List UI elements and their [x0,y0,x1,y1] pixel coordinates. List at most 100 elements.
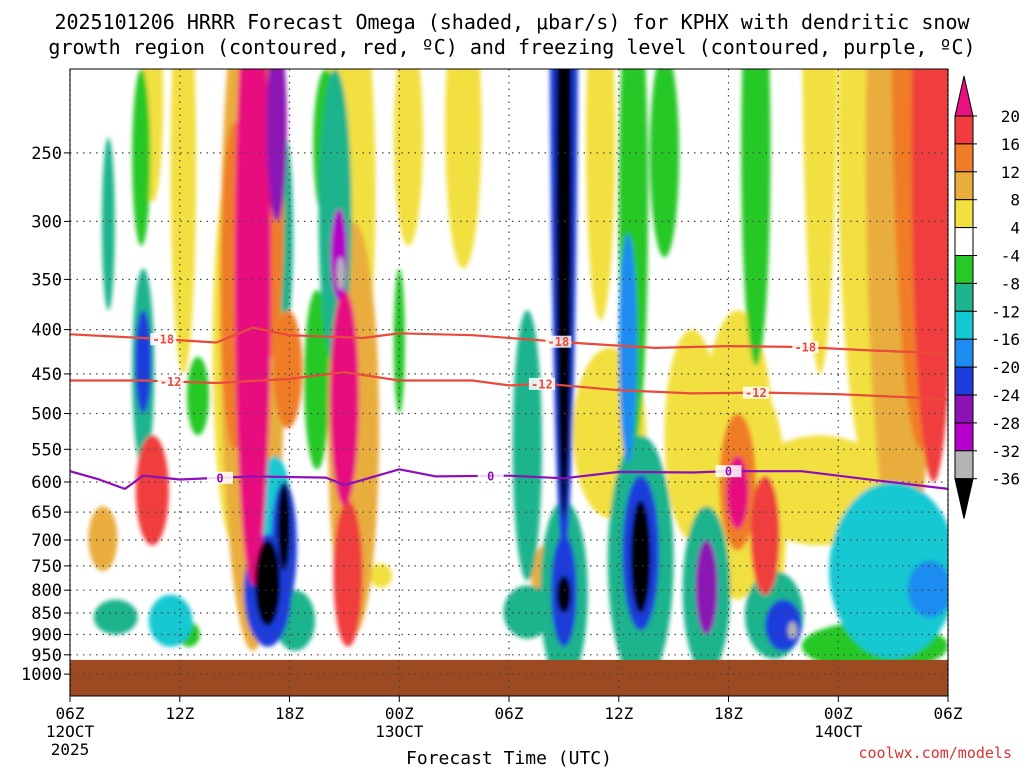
omega-cell-75 [277,482,291,571]
omega-cell-77 [555,69,573,518]
colorbar-label-9: -20 [991,358,1020,377]
colorbar-bin-3 [954,171,974,201]
omega-cell-61 [329,289,359,507]
colorbar-label-10: -24 [991,386,1020,405]
x-tick-label-3: 00Z [385,704,414,723]
y-tick-label-700: 700 [31,531,62,551]
omega-cell-6 [585,69,616,321]
colorbar-label-6: -8 [1001,274,1020,293]
omega-cell-25 [304,289,330,470]
omega-cell-29 [88,506,118,571]
isotherm-label-bg-2-2 [715,465,742,478]
y-tick-label-450: 450 [31,365,62,385]
colorbar-label-0: 20 [1001,107,1020,126]
omega-cell-76 [556,575,572,614]
isotherm-label-0-0: -18 [152,333,174,347]
omega-cell-8 [802,69,838,374]
y-tick-label-600: 600 [31,473,62,493]
colorbar-label-13: -36 [991,470,1020,489]
y-tick-label-900: 900 [31,626,62,646]
y-tick-label-400: 400 [31,321,62,341]
omega-cell-53 [750,475,780,595]
y-tick-label-950: 950 [31,646,62,666]
isotherm-label-1-0: -12 [160,375,182,389]
x-tick-date-0: 12OCT [46,722,95,741]
isotherm-label-0-2: -18 [794,341,816,355]
x-tick-label-5: 12Z [604,704,633,723]
omega-cell-30 [512,310,542,581]
omega-cell-57 [135,435,169,546]
omega-cell-70 [695,540,718,635]
x-tick-date-7: 14OCT [814,722,863,741]
colorbar-label-11: -28 [991,414,1020,433]
isotherm-line-0 [70,326,948,355]
y-tick-label-500: 500 [31,405,62,425]
colorbar-bin-12 [954,422,974,452]
ground-fill [70,659,948,696]
x-tick-label-4: 06Z [495,704,524,723]
omega-cell-2 [445,69,482,269]
omega-cell-72 [787,621,798,639]
grid-lines [69,69,949,696]
colorbar-bin-9 [954,338,974,368]
omega-cell-39 [93,599,138,635]
isotherm-label-bg-0-1 [545,335,572,348]
temperature-contours: -18 -18 -18 -12 -12 -12 0 0 0 [70,326,948,490]
colorbar-bin-8 [954,310,974,340]
omega-cell-14 [393,268,405,414]
colorbar-bin-2 [954,143,974,173]
isotherm-label-0-1: -18 [548,335,570,349]
omega-shading-group [88,69,948,686]
omega-cell-58 [907,560,948,618]
colorbar-bin-7 [954,282,974,312]
x-tick-label-0: 06Z [56,704,85,723]
omega-cell-27 [741,69,771,366]
isotherm-label-bg-2-1 [477,469,504,482]
y-tick-label-1000: 1000 [21,665,62,685]
y-tick-label-550: 550 [31,440,62,460]
omega-cell-56 [911,69,948,482]
colorbar-top-arrow [954,75,974,117]
omega-cell-59 [135,310,152,414]
omega-cell-52 [148,594,193,647]
colorbar-bin-10 [954,366,974,396]
y-tick-label-350: 350 [31,270,62,290]
omega-cell-78 [630,500,651,613]
isotherm-label-bg-1-1 [528,377,555,390]
omega-cell-50 [273,310,303,429]
y-tick-label-650: 650 [31,503,62,523]
colorbar-bin-4 [954,199,974,229]
x-axis-title: Forecast Time (UTC) [406,748,612,768]
y-tick-label-750: 750 [31,557,62,577]
x-tick-label-2: 18Z [275,704,304,723]
colorbar-bottom-arrow [954,478,974,519]
isotherm-label-bg-0-2 [792,341,819,354]
colorbar: 20 16 12 8 4 -4 -8 -12 -16 -20 -24 -28 -32 -36 [954,75,1020,519]
x-tick-label-7: 00Z [824,704,853,723]
colorbar-bin-11 [954,394,974,424]
omega-cell-74 [254,540,281,626]
x-tick-year-0: 2025 [51,740,90,759]
x-tick-label-1: 12Z [165,704,194,723]
isotherm-label-bg-0-0 [150,333,177,346]
colorbar-bin-5 [954,227,974,257]
colorbar-label-12: -32 [991,442,1020,461]
colorbar-label-3: 8 [1010,191,1020,210]
omega-shading [88,69,948,686]
colorbar-label-7: -12 [991,302,1020,321]
omega-cell-3 [170,69,197,374]
x-tick-label-8: 06Z [934,704,963,723]
colorbar-bin-6 [954,255,974,284]
y-tick-label-300: 300 [31,212,62,232]
omega-cell-1 [393,69,423,246]
colorbar-bin-13 [954,450,974,480]
colorbar-label-2: 12 [1001,163,1020,182]
isotherm-label-1-1: -12 [531,377,553,391]
isotherm-label-bg-1-2 [742,386,769,399]
omega-cell-9 [187,356,209,436]
x-tick-date-3: 13OCT [375,722,424,741]
omega-cell-28 [102,137,115,311]
colorbar-label-1: 16 [1001,135,1020,154]
